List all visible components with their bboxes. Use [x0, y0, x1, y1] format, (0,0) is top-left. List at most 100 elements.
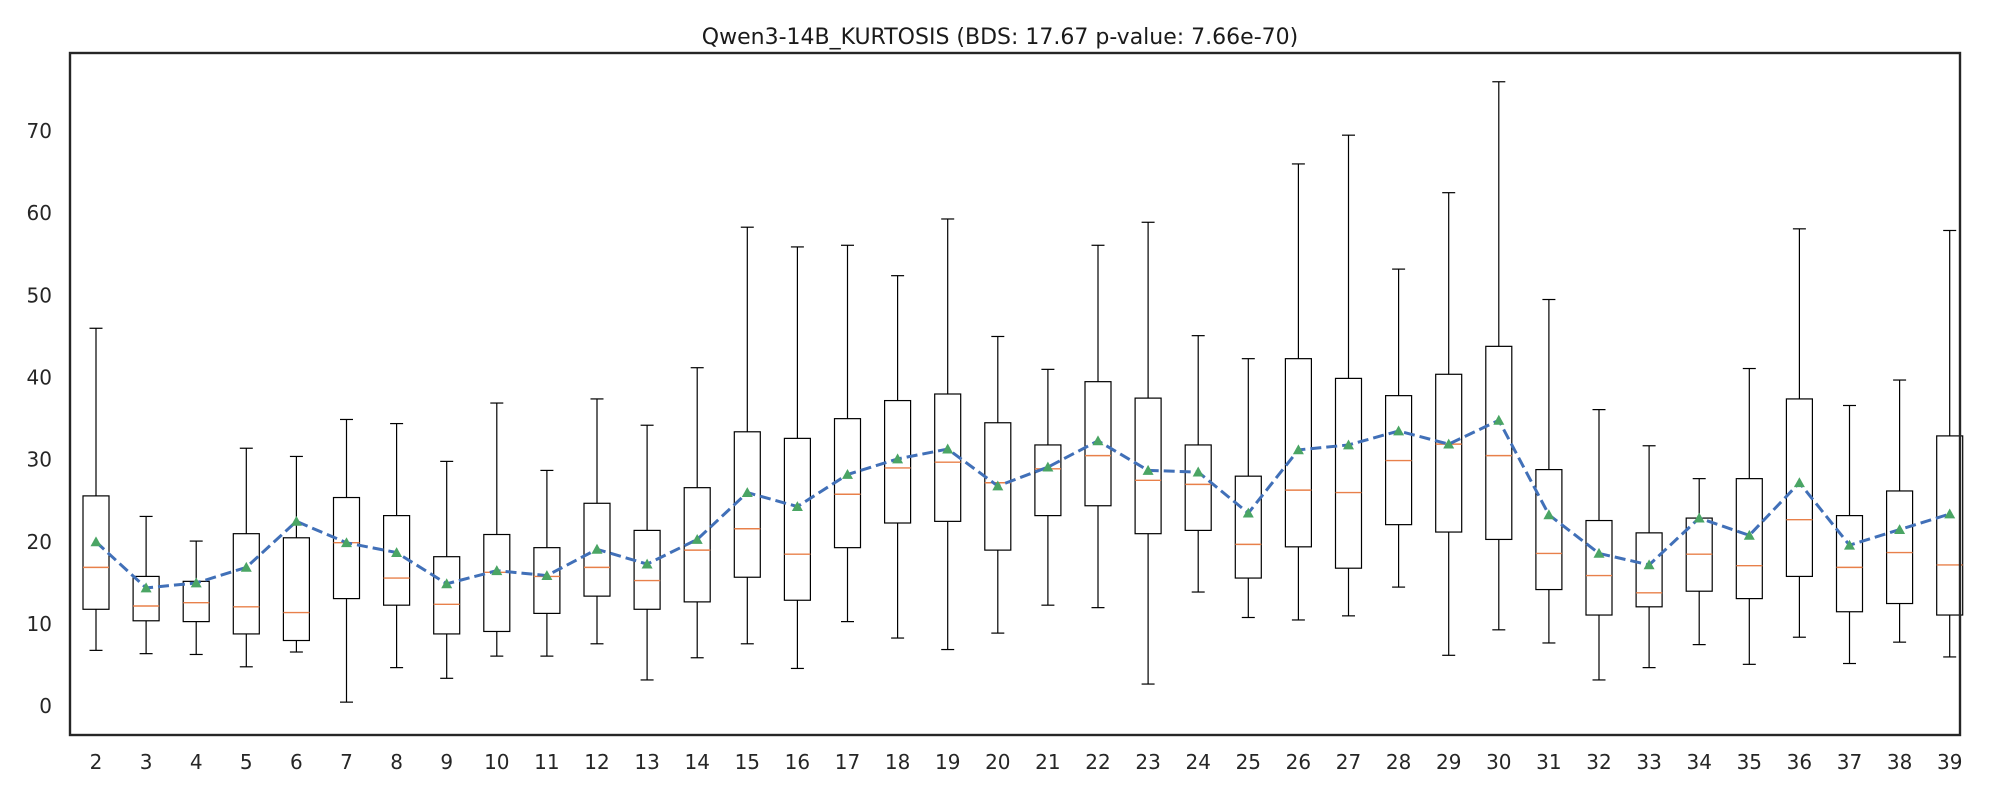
box-27 [1334, 134, 1363, 617]
x-tick-label: 15 [735, 750, 760, 774]
mean-marker [1292, 444, 1304, 455]
box-14 [683, 367, 711, 659]
interquartile-box [1234, 475, 1262, 579]
y-axis-ticks: 0 10 20 30 40 50 60 70 [27, 119, 52, 718]
mean-marker [791, 501, 803, 511]
y-tick-label: 20 [27, 530, 52, 554]
x-tick-label: 36 [1787, 750, 1812, 774]
mean-marker [1343, 439, 1354, 450]
interquartile-box [1535, 468, 1563, 591]
x-tick-label: 8 [390, 750, 403, 774]
x-tick-label: 39 [1937, 750, 1962, 774]
mean-marker [1743, 529, 1755, 540]
interquartile-box [232, 533, 260, 635]
mean-marker [992, 480, 1004, 491]
mean-marker [1793, 477, 1805, 488]
x-tick-label: 20 [985, 750, 1010, 774]
mean-marker [1142, 464, 1154, 475]
mean-marker [942, 443, 954, 454]
x-tick-label: 9 [440, 750, 453, 774]
box-32 [1585, 409, 1613, 681]
y-tick-label: 10 [27, 612, 52, 636]
interquartile-box [1435, 373, 1463, 533]
box-15 [733, 226, 761, 645]
mean-marker [1242, 507, 1254, 518]
interquartile-box [383, 515, 411, 606]
x-tick-label: 34 [1686, 750, 1711, 774]
box-13 [633, 424, 661, 681]
interquartile-box [1084, 381, 1112, 507]
mean-marker [1844, 539, 1855, 550]
box-5 [232, 447, 260, 668]
mean-marker [641, 558, 653, 569]
x-tick-label: 38 [1887, 750, 1912, 774]
x-tick-label: 22 [1085, 750, 1110, 774]
x-tick-label: 26 [1286, 750, 1311, 774]
y-tick-label: 40 [27, 366, 52, 390]
x-tick-label: 2 [90, 750, 103, 774]
y-tick-label: 70 [27, 119, 52, 143]
x-tick-label: 6 [290, 750, 303, 774]
mean-marker [290, 515, 302, 526]
x-tick-label: 19 [935, 750, 960, 774]
box-7 [332, 418, 361, 703]
x-tick-label: 7 [340, 750, 353, 774]
mean-marker [1543, 509, 1555, 520]
mean-marker [1042, 461, 1054, 472]
box-4 [182, 540, 210, 656]
x-tick-label: 18 [885, 750, 910, 774]
box-10 [483, 402, 511, 657]
box-6 [282, 455, 310, 653]
mean-marker [1643, 559, 1655, 570]
mean-marker [1443, 438, 1455, 449]
mean-marker [1944, 508, 1956, 519]
y-tick-label: 30 [27, 448, 52, 472]
box-2 [82, 327, 110, 651]
box-3 [132, 515, 160, 655]
interquartile-box [1936, 435, 1964, 616]
mean-marker [892, 453, 904, 464]
box-12 [583, 398, 611, 645]
mean-marker [842, 469, 853, 479]
interquartile-box [833, 418, 862, 549]
interquartile-box [1585, 519, 1613, 616]
box-9 [433, 460, 461, 679]
box-30 [1485, 81, 1513, 631]
box-series [82, 81, 1964, 703]
box-29 [1435, 192, 1463, 656]
x-tick-label: 24 [1185, 750, 1210, 774]
x-tick-label: 29 [1436, 750, 1461, 774]
box-23 [1134, 221, 1162, 685]
mean-marker [491, 565, 503, 576]
interquartile-box [82, 495, 110, 610]
x-tick-label: 28 [1386, 750, 1411, 774]
box-26 [1284, 163, 1313, 621]
box-37 [1835, 404, 1864, 665]
interquartile-box [1785, 398, 1814, 578]
x-tick-label: 23 [1135, 750, 1160, 774]
mean-marker [1693, 512, 1705, 523]
mean-marker [541, 570, 553, 580]
mean-marker [741, 487, 753, 498]
interquartile-box [1885, 490, 1914, 605]
mean-marker [591, 543, 603, 554]
interquartile-box [633, 529, 661, 610]
x-tick-label: 13 [634, 750, 659, 774]
x-tick-label: 27 [1336, 750, 1361, 774]
x-tick-label: 4 [190, 750, 203, 774]
interquartile-box [1735, 478, 1763, 600]
interquartile-box [934, 393, 962, 522]
mean-marker [341, 537, 352, 548]
interquartile-box [984, 422, 1012, 551]
box-35 [1735, 367, 1763, 665]
interquartile-box [282, 537, 310, 642]
x-tick-label: 25 [1236, 750, 1261, 774]
mean-marker [1092, 435, 1104, 446]
interquartile-box [783, 437, 812, 601]
x-tick-label: 14 [684, 750, 709, 774]
box-16 [783, 246, 812, 670]
mean-marker [90, 536, 102, 547]
box-31 [1535, 298, 1563, 644]
x-tick-label: 32 [1586, 750, 1611, 774]
